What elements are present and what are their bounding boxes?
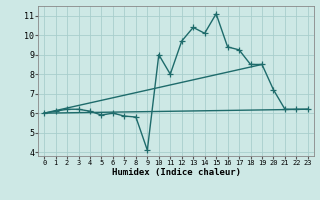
X-axis label: Humidex (Indice chaleur): Humidex (Indice chaleur) [111,168,241,177]
